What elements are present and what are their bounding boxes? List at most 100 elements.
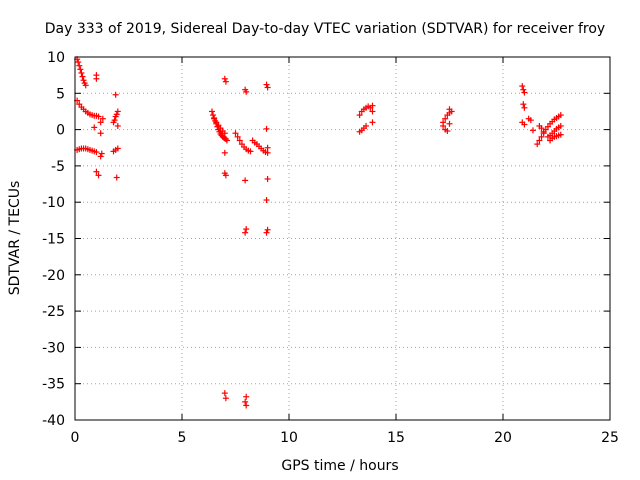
x-tick-label: 0	[71, 430, 80, 446]
data-point	[208, 108, 215, 115]
data-point	[232, 130, 239, 137]
data-point	[221, 390, 228, 397]
data-point	[112, 91, 119, 98]
data-point	[264, 226, 271, 233]
series-arc-6_5h-b	[211, 115, 228, 137]
data-point	[80, 77, 87, 84]
y-tick-label: 0	[56, 123, 65, 139]
data-point	[95, 172, 102, 179]
x-axis-label: GPS time / hours	[281, 458, 398, 474]
data-point	[113, 174, 120, 181]
y-tick-label: -30	[42, 340, 65, 356]
data-point	[242, 229, 249, 236]
data-point	[527, 117, 534, 124]
data-point	[111, 117, 118, 124]
grid-lines	[75, 57, 610, 420]
series-arc-early-2	[74, 97, 102, 120]
series-arc-6_5h	[208, 108, 230, 144]
y-tick-label: -35	[42, 377, 65, 393]
data-point	[243, 402, 250, 409]
data-point	[93, 168, 100, 175]
data-point	[263, 81, 270, 88]
data-point	[243, 88, 250, 95]
data-point	[97, 130, 104, 137]
data-point	[242, 398, 249, 405]
data-point	[221, 75, 228, 82]
data-point	[363, 122, 370, 129]
data-point	[247, 148, 254, 155]
data-point	[557, 122, 564, 129]
data-point	[97, 119, 104, 126]
data-point	[93, 149, 100, 156]
y-axis-label: SDTVAR / TECUs	[7, 181, 23, 296]
data-point	[521, 89, 528, 96]
data-point	[263, 197, 270, 204]
data-point	[79, 73, 86, 80]
data-point	[444, 128, 451, 135]
data-point	[114, 108, 121, 115]
data-point	[519, 83, 526, 90]
series-scatter-early	[91, 72, 106, 179]
data-point	[538, 133, 545, 140]
data-point	[236, 137, 243, 144]
data-point	[95, 113, 102, 120]
data-point	[557, 112, 564, 119]
x-tick-label: 25	[601, 430, 619, 446]
data-point	[211, 115, 218, 122]
data-point	[557, 131, 564, 138]
data-point	[114, 145, 121, 152]
data-point	[356, 112, 363, 119]
data-point	[369, 119, 376, 126]
data-point	[540, 128, 547, 135]
data-point	[93, 75, 100, 82]
data-point	[222, 395, 229, 402]
data-point	[442, 115, 449, 122]
data-point	[114, 122, 121, 129]
x-tick-label: 10	[280, 430, 298, 446]
series-scatter-9h	[263, 81, 271, 236]
series-arc-7_5h	[232, 130, 254, 155]
data-point	[82, 82, 89, 89]
data-point	[222, 78, 229, 85]
y-tick-label: -5	[51, 159, 65, 175]
y-tick-label: -10	[42, 195, 65, 211]
data-point	[520, 86, 527, 93]
data-point	[521, 121, 528, 128]
data-point	[243, 226, 250, 233]
series-scatter-21h	[519, 83, 536, 134]
data-point	[521, 104, 528, 111]
data-point	[76, 62, 83, 69]
plot-frame	[74, 56, 611, 421]
series-arc-early-1	[74, 56, 89, 89]
data-point	[536, 137, 543, 144]
data-point	[91, 124, 98, 131]
y-tick-label: -15	[42, 232, 65, 248]
data-point	[99, 115, 106, 122]
y-tick-label: -25	[42, 304, 65, 320]
y-tick-label: -20	[42, 268, 65, 284]
series-scatter-8h	[242, 86, 250, 409]
chart-title: Day 333 of 2019, Sidereal Day-to-day VTE…	[45, 21, 605, 37]
data-point	[113, 111, 120, 118]
y-tick-label: 10	[47, 50, 65, 66]
x-tick-label: 20	[494, 430, 512, 446]
data-point	[223, 137, 230, 144]
data-point	[446, 120, 453, 127]
data-point	[210, 112, 217, 119]
y-tick-label: 5	[56, 86, 65, 102]
series-cluster-13_5h	[356, 102, 376, 135]
series-arc-early-3	[74, 145, 100, 156]
data-point	[264, 84, 271, 91]
data-points	[74, 56, 564, 409]
series-cluster-17_5h	[440, 106, 455, 135]
data-point	[263, 125, 270, 132]
data-point	[529, 127, 536, 134]
data-point	[440, 122, 447, 129]
data-point	[538, 125, 545, 132]
data-point	[222, 172, 229, 179]
data-point	[264, 144, 271, 151]
data-point	[234, 133, 241, 140]
series-arc-22h-c	[547, 131, 564, 144]
data-point	[97, 153, 104, 160]
